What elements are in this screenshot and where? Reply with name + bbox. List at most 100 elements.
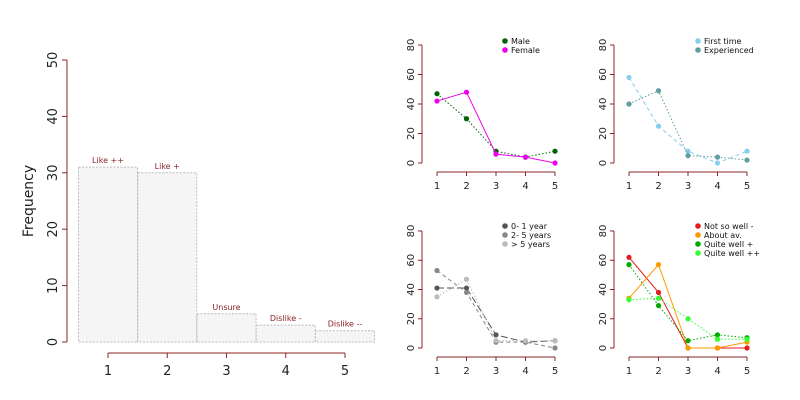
line-x-tick-label: 3: [493, 181, 499, 192]
data-point: [744, 157, 750, 163]
data-point: [714, 345, 721, 351]
data-point: [434, 285, 440, 291]
data-point: [434, 294, 440, 300]
legend-label: Experienced: [704, 46, 754, 55]
line-y-tick-label: 80: [598, 39, 609, 52]
line-x-tick-label: 1: [626, 181, 632, 192]
data-point: [655, 123, 662, 129]
legend-marker: [695, 232, 701, 238]
legend-marker: [695, 223, 701, 229]
data-point: [626, 101, 632, 107]
data-point: [685, 316, 691, 322]
bar-y-axis-label: Frequency: [21, 165, 37, 237]
data-point: [655, 88, 662, 94]
legend-marker: [695, 47, 701, 53]
data-point: [714, 154, 721, 160]
bar-data-label: Like +: [155, 162, 180, 171]
data-point: [463, 285, 470, 291]
bar: [196, 313, 257, 343]
data-point: [552, 148, 558, 154]
data-point: [744, 336, 750, 342]
line-y-tick-label: 0: [598, 160, 609, 166]
data-point: [493, 332, 499, 338]
line-x-tick-label: 1: [434, 181, 440, 192]
line-x-tick-label: 4: [714, 366, 720, 377]
line-y-tick-label: 80: [406, 225, 417, 238]
line-x-tick-label: 3: [493, 366, 499, 377]
line-x-tick-label: 5: [552, 366, 558, 377]
legend-label: > 5 years: [511, 240, 550, 249]
legend-marker: [695, 241, 701, 247]
line-y-tick-label: 0: [406, 345, 417, 351]
data-point: [655, 302, 662, 309]
legend-marker: [695, 38, 701, 44]
legend-label: About av.: [704, 231, 742, 240]
line-x-tick-label: 4: [522, 366, 528, 377]
legend-label: Female: [511, 46, 540, 55]
legend-label: Quite well +: [704, 240, 753, 249]
bar-data-label: Dislike --: [328, 320, 363, 329]
data-point: [522, 338, 529, 344]
series-line: [628, 90, 748, 161]
data-point: [463, 116, 470, 122]
legend-label: Not so well -: [704, 222, 754, 231]
line-y-tick-label: 20: [598, 312, 609, 325]
bar-y-tick-label: 0: [46, 338, 61, 346]
bar-x-tick-label: 1: [104, 364, 112, 379]
data-point: [655, 289, 662, 296]
line-y-tick-label: 60: [406, 68, 417, 81]
legend-marker: [695, 250, 701, 256]
line-y-tick-label: 40: [598, 98, 609, 111]
data-point: [626, 254, 632, 260]
bar-x-tick-label: 3: [222, 364, 230, 379]
line-x-tick-label: 3: [685, 181, 691, 192]
data-point: [463, 276, 470, 282]
bar-data-label: Unsure: [212, 303, 240, 312]
line-y-tick-label: 40: [598, 283, 609, 296]
bar-y-tick-label: 20: [46, 221, 61, 238]
bar-y-tick-label: 10: [46, 277, 61, 294]
data-point: [493, 338, 499, 344]
bar-y-tick-label: 50: [46, 52, 61, 69]
data-point: [463, 289, 470, 296]
line-y-tick-label: 60: [406, 254, 417, 267]
bar-y-tick-label: 30: [46, 165, 61, 182]
data-point: [655, 262, 662, 268]
line-x-tick-label: 1: [626, 366, 632, 377]
data-point: [685, 338, 691, 344]
series-line: [436, 93, 556, 158]
data-point: [685, 345, 691, 351]
data-point: [434, 91, 440, 97]
data-point: [493, 151, 499, 157]
line-x-tick-label: 4: [714, 181, 720, 192]
data-point: [714, 160, 721, 166]
data-point: [522, 154, 529, 160]
line-x-tick-label: 3: [685, 366, 691, 377]
bar-data-label: Like ++: [92, 156, 124, 165]
bar-data-label: Dislike -: [270, 314, 302, 323]
line-y-tick-label: 20: [406, 312, 417, 325]
line-y-tick-label: 0: [598, 345, 609, 351]
data-point: [714, 336, 721, 342]
legend-label: 2- 5 years: [511, 231, 551, 240]
data-point: [744, 345, 750, 351]
line-x-tick-label: 2: [655, 181, 661, 192]
data-point: [434, 267, 440, 274]
line-x-tick-label: 2: [463, 181, 469, 192]
legend-label: Male: [511, 37, 530, 46]
line-x-tick-label: 2: [655, 366, 661, 377]
data-point: [463, 89, 470, 95]
legend-label: Quite well ++: [704, 249, 760, 258]
legend-marker: [502, 232, 508, 238]
series-line: [628, 264, 748, 342]
data-point: [552, 160, 558, 166]
line-y-tick-label: 40: [406, 98, 417, 111]
data-point: [626, 74, 632, 81]
bar: [137, 172, 198, 343]
bar: [78, 166, 138, 343]
legend-marker: [502, 241, 508, 247]
series-line: [628, 77, 748, 164]
bar: [255, 324, 316, 343]
data-point: [685, 148, 691, 154]
